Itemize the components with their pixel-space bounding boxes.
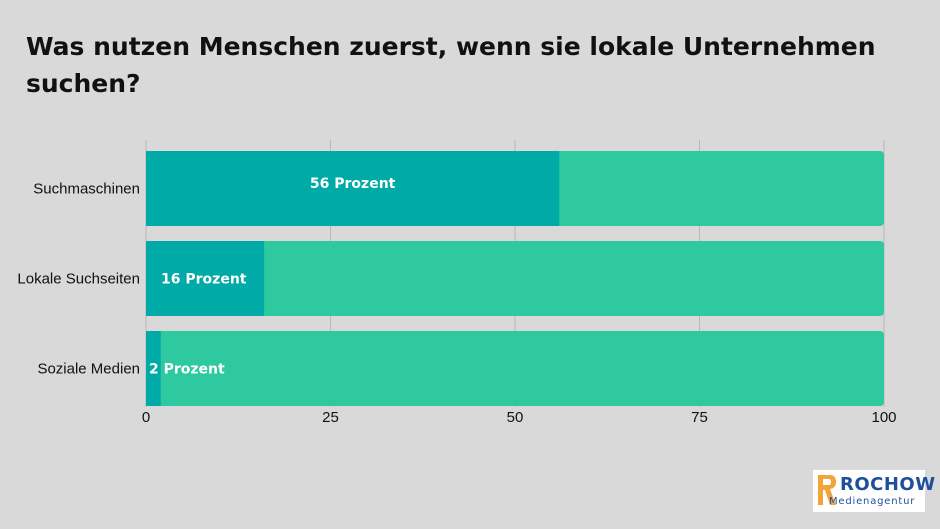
bar-remainder-lokale-suchseiten xyxy=(146,241,884,316)
x-tick-label-50: 50 xyxy=(507,409,524,426)
x-tick-label-75: 75 xyxy=(691,409,708,426)
data-label-lokale-suchseiten: 16 Prozent xyxy=(161,272,247,288)
rochow-logo: ROCHOW Medienagentur xyxy=(813,470,935,512)
logo-word: ROCHOW xyxy=(840,474,936,495)
x-tick-label-25: 25 xyxy=(322,409,339,426)
category-label-suchmaschinen: Suchmaschinen xyxy=(33,181,140,198)
category-label-soziale-medien: Soziale Medien xyxy=(37,361,140,378)
data-label-suchmaschinen: 56 Prozent xyxy=(310,176,396,192)
data-label-soziale-medien: 2 Prozent xyxy=(149,362,225,378)
bar-value-lokale-suchseiten xyxy=(146,241,265,316)
logo-mark-icon xyxy=(817,474,837,506)
bar-value-soziale-medien xyxy=(146,331,161,406)
bar-value-suchmaschinen xyxy=(146,151,560,226)
x-tick-label-100: 100 xyxy=(871,409,896,426)
bar-remainder-soziale-medien xyxy=(146,331,884,406)
chart-title: Was nutzen Menschen zuerst, wenn sie lok… xyxy=(26,32,876,98)
bars: 56 Prozent 16 Prozent 2 Prozent xyxy=(146,151,884,406)
category-labels: Suchmaschinen Lokale Suchseiten Soziale Me… xyxy=(17,181,140,378)
x-axis-ticks: 0 25 50 75 100 xyxy=(142,409,897,426)
category-label-lokale-suchseiten: Lokale Suchseiten xyxy=(17,271,140,288)
logo-subtitle: Medienagentur xyxy=(829,496,916,507)
x-tick-label-0: 0 xyxy=(142,409,150,426)
